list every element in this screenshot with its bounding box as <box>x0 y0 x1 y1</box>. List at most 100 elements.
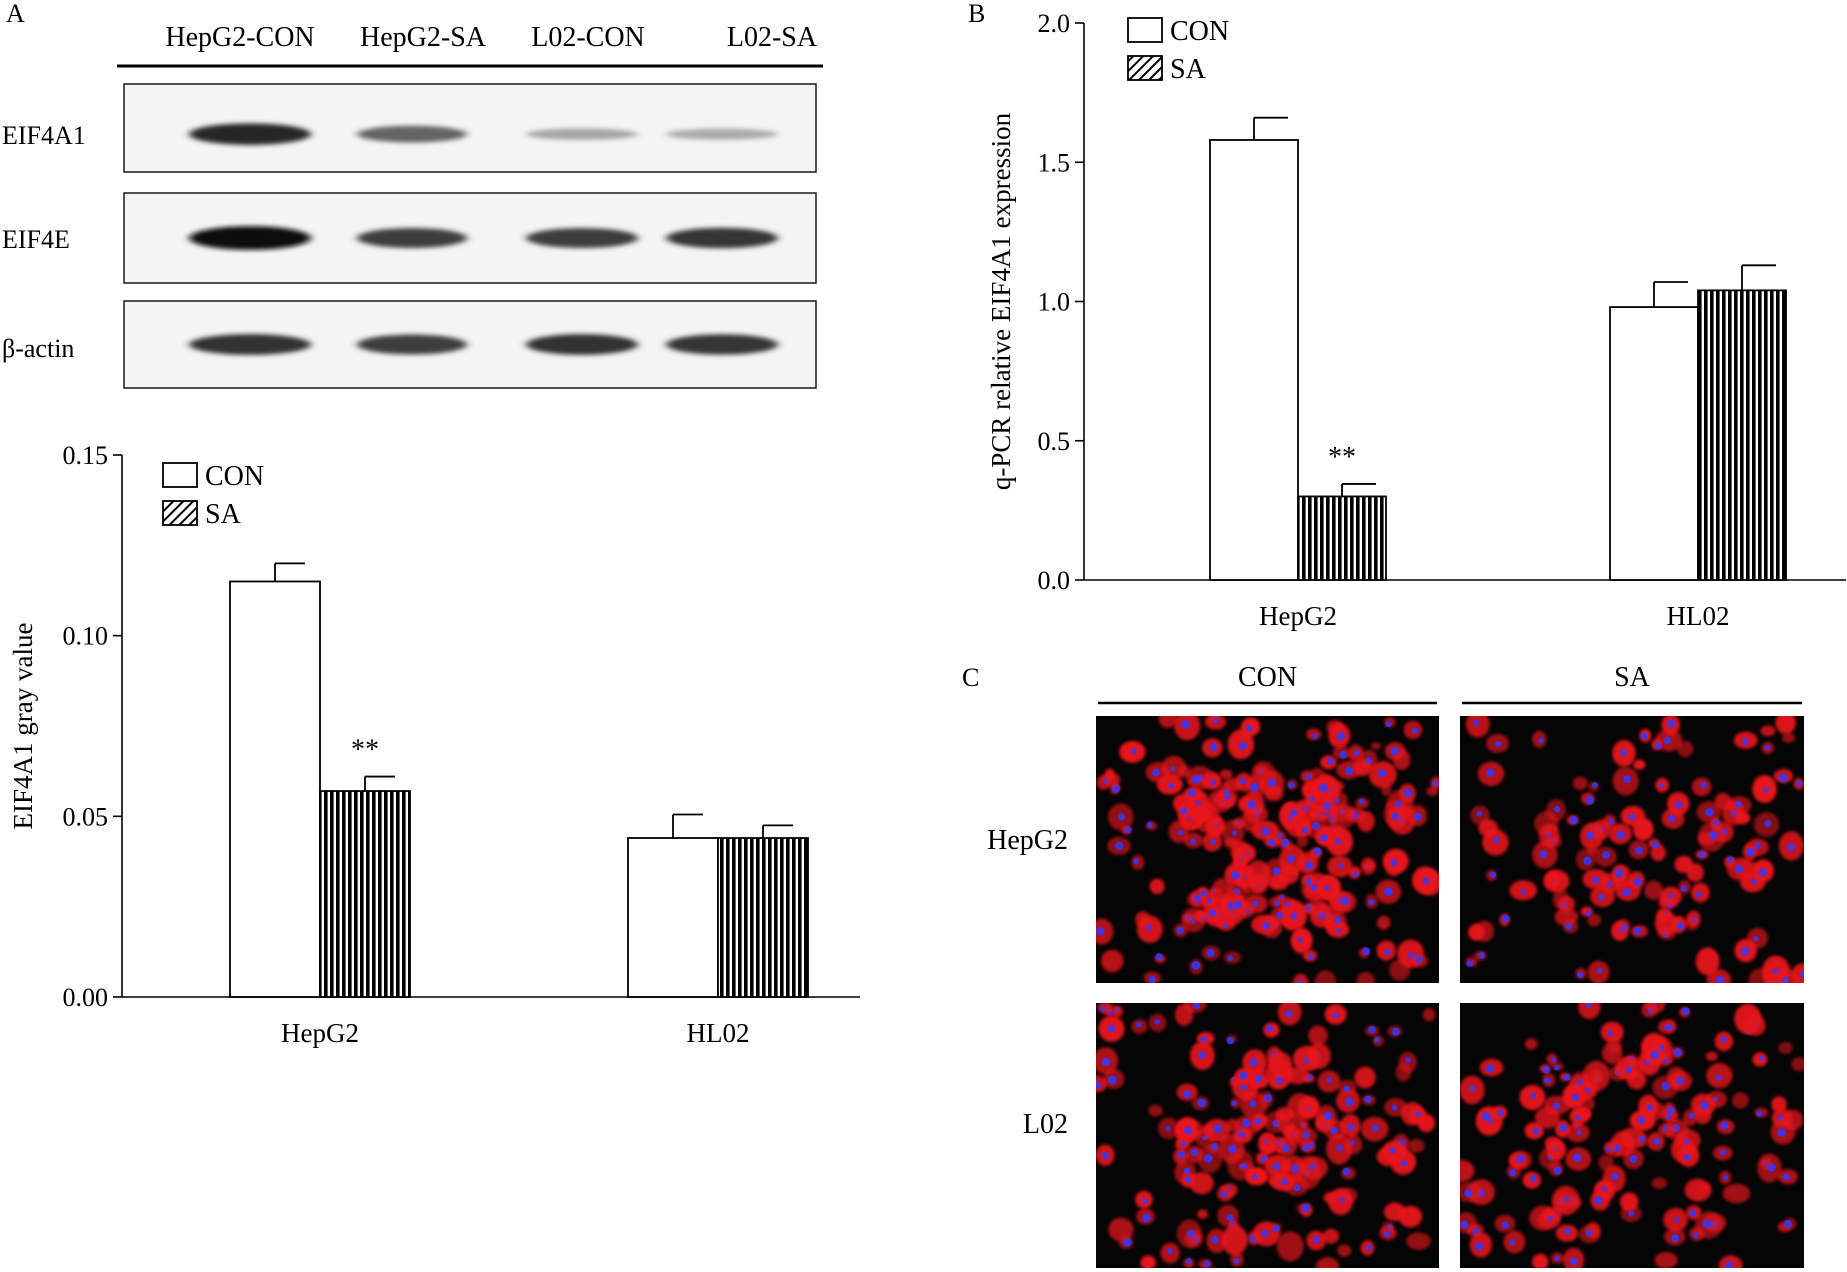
if-nucleus <box>1767 1163 1776 1172</box>
if-nucleus <box>1759 1055 1765 1061</box>
blot-strip-3: β-actin <box>2 300 817 389</box>
if-cell-stain <box>1544 1136 1561 1151</box>
if-nucleus <box>1414 955 1423 964</box>
if-nucleus <box>1286 854 1295 863</box>
if-nucleus <box>1705 808 1714 817</box>
if-nucleus <box>1250 782 1259 792</box>
if-nucleus <box>1662 1126 1668 1132</box>
if-nucleus <box>1186 1229 1195 1238</box>
blot-strip-2: EIF4E <box>2 192 817 284</box>
if-cell-stain <box>1293 973 1309 983</box>
if-nucleus <box>1168 782 1175 789</box>
if-cell-stain <box>1579 1108 1592 1120</box>
if-cell-stain <box>1308 899 1328 916</box>
if-nucleus <box>1422 877 1430 885</box>
bar-hepg2-con <box>229 580 321 998</box>
significance-marker: ** <box>351 735 379 766</box>
if-nucleus <box>1146 821 1154 829</box>
if-nucleus <box>1539 850 1548 859</box>
if-nucleus <box>1577 971 1584 979</box>
if-nucleus <box>1547 1215 1554 1222</box>
blot-band <box>666 334 778 355</box>
if-nucleus <box>1501 1221 1509 1229</box>
if-nucleus <box>1261 1229 1269 1238</box>
bar-hepg2-sa <box>319 790 411 998</box>
if-nucleus <box>1585 910 1592 917</box>
if-nucleus <box>1746 847 1755 857</box>
if-cell-stain <box>1426 786 1439 797</box>
if-nucleus <box>1312 733 1318 739</box>
if-nucleus <box>1629 1154 1638 1164</box>
if-nucleus <box>1181 719 1190 729</box>
if-nucleus <box>1602 851 1610 859</box>
if-cell-stain <box>1645 1003 1666 1014</box>
bar-hl02-sa <box>717 837 809 998</box>
if-cell-stain <box>1108 1217 1134 1242</box>
if-nucleus <box>1275 911 1284 920</box>
lane-label-3: L02-CON <box>531 22 645 53</box>
if-nucleus <box>1340 896 1350 906</box>
if-nucleus <box>1659 782 1665 789</box>
if-nucleus <box>1148 975 1157 983</box>
if-nucleus <box>1272 1162 1281 1171</box>
protein-label: EIF4A1 <box>2 121 86 150</box>
lane-label-1: HepG2-CON <box>165 22 314 53</box>
if-nucleus <box>1123 1237 1132 1247</box>
chart-a-eif4a1-gray-value: 0.00 0.05 0.10 0.15 EIF4A1 gray value HepG2 HL… <box>8 441 860 1048</box>
blot-band <box>666 128 778 140</box>
if-nucleus <box>1183 1090 1192 1099</box>
if-nucleus <box>1145 924 1152 931</box>
blot-lane-labels: HepG2-CON HepG2-SA L02-CON L02-SA <box>165 22 818 53</box>
blot-band <box>526 228 638 248</box>
if-nucleus <box>1571 1093 1580 1102</box>
if-nucleus <box>1634 846 1644 855</box>
if-nucleus <box>1633 877 1643 887</box>
if-cell-stain <box>1297 834 1309 848</box>
if-nucleus <box>1585 1229 1593 1237</box>
if-nucleus <box>1241 1118 1251 1128</box>
if-nucleus <box>1343 1085 1351 1093</box>
if-nucleus <box>1239 777 1246 785</box>
if-nucleus <box>1469 1085 1476 1092</box>
if-nucleus <box>1281 1178 1289 1186</box>
if-cell-stain <box>1389 959 1411 981</box>
if-nucleus <box>1190 918 1196 924</box>
if-nucleus <box>1230 871 1240 880</box>
if-nucleus <box>1368 1025 1376 1034</box>
if-cell-stain <box>1460 1159 1475 1182</box>
if-nucleus <box>1373 1036 1380 1043</box>
legend-swatch-sa <box>1127 55 1163 81</box>
if-nucleus <box>1335 838 1342 845</box>
if-nucleus <box>1695 891 1702 898</box>
if-nucleus <box>1101 1057 1111 1067</box>
if-nucleus <box>1280 838 1290 848</box>
if-nucleus <box>1288 781 1295 789</box>
if-nucleus <box>1206 948 1215 958</box>
chart-b-qpcr-expression: 0.0 0.5 1.0 1.5 2.0 q-PCR relative EIF4A1 exp… <box>986 9 1846 631</box>
blot-band <box>526 128 638 140</box>
if-nucleus <box>1334 916 1342 924</box>
if-nucleus <box>1165 1126 1171 1132</box>
if-nucleus <box>1652 1003 1658 1005</box>
x-category-label: HL02 <box>687 1018 750 1048</box>
if-nucleus <box>1391 1104 1398 1111</box>
blot-band <box>189 226 311 250</box>
if-nucleus <box>1211 1142 1219 1151</box>
if-nucleus <box>1252 900 1259 907</box>
if-cell-stain <box>1326 719 1343 734</box>
if-nucleus <box>1734 864 1744 874</box>
if-nucleus <box>1365 1244 1373 1251</box>
if-nucleus <box>1787 843 1795 852</box>
if-nucleus <box>1336 731 1346 741</box>
if-nucleus <box>1640 732 1648 740</box>
if-cell-stain <box>1778 1041 1793 1055</box>
if-nucleus <box>1303 1058 1310 1064</box>
if-nucleus <box>1552 1102 1561 1110</box>
if-nucleus <box>1783 1173 1791 1181</box>
if-nucleus <box>1290 1164 1300 1173</box>
protein-label: β-actin <box>2 334 74 363</box>
if-nucleus <box>1667 719 1676 728</box>
if-nucleus <box>1108 1075 1117 1085</box>
if-nucleus <box>1683 1153 1691 1161</box>
